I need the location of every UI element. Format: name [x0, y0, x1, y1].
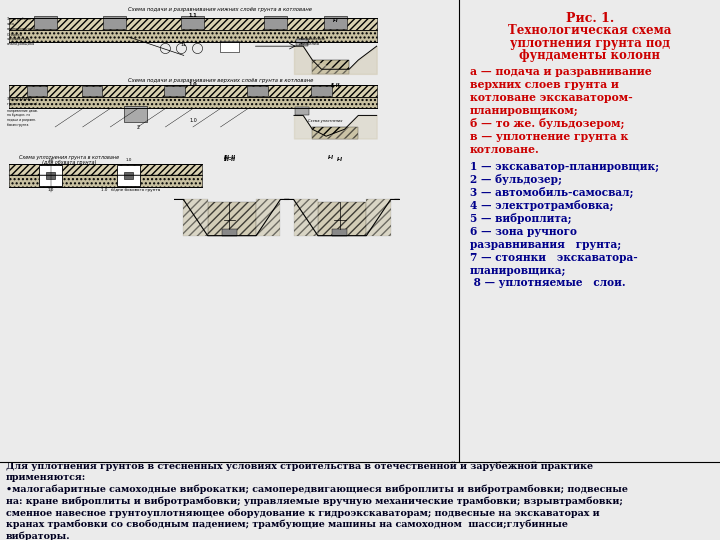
Text: фундаменты колонн: фундаменты колонн [519, 49, 660, 63]
Text: Технологическая схема: Технологическая схема [508, 24, 671, 37]
Bar [46, 172, 55, 179]
Text: Схема уплотнения: Схема уплотнения [307, 119, 342, 123]
Text: котловане экскаватором-: котловане экскаватором- [469, 92, 633, 103]
Text: Схема уплотнения грунта в котловане
(для обхвата грунта): Схема уплотнения грунта в котловане (для… [19, 154, 119, 165]
Bar [39, 165, 62, 186]
Bar [366, 199, 391, 235]
Bar [9, 164, 202, 176]
Text: сменное навесное грунтоуплотняющее оборудование к гидроэкскаваторам; подвесные н: сменное навесное грунтоуплотняющее обору… [6, 508, 599, 517]
Bar [333, 230, 347, 235]
Text: III-II: III-II [224, 154, 235, 160]
Text: применяются:: применяются: [6, 473, 86, 482]
Bar [318, 202, 366, 235]
Text: 1.0: 1.0 [48, 188, 54, 192]
Text: •малогабаритные самоходные виброкатки; самопередвигающиеся виброплиты и вибротра: •малогабаритные самоходные виброкатки; с… [6, 485, 628, 495]
Bar [104, 16, 126, 29]
Text: вибраторы.: вибраторы. [6, 531, 71, 540]
Text: кранах трамбовки со свободным падением; трамбующие машины на самоходном  шасси;г: кранах трамбовки со свободным падением; … [6, 519, 567, 529]
Bar [9, 30, 377, 42]
Text: Рис. 1.: Рис. 1. [565, 11, 614, 24]
Bar [9, 18, 377, 30]
Bar [184, 199, 207, 235]
Bar [220, 40, 239, 52]
Bar [264, 16, 287, 29]
Bar [9, 176, 202, 187]
Text: I-I: I-I [333, 18, 338, 23]
Bar [247, 86, 268, 96]
Bar [324, 16, 347, 29]
Bar [9, 85, 377, 97]
Text: 3 — автомобиль-самосвал;: 3 — автомобиль-самосвал; [469, 187, 634, 198]
Bar [35, 16, 58, 29]
Text: 1.1: 1.1 [189, 13, 197, 18]
Text: котловане.: котловане. [469, 144, 539, 154]
Text: 1.0   б/дне бокового грунта: 1.0 б/дне бокового грунта [101, 188, 161, 192]
Text: 2: 2 [136, 125, 140, 130]
Bar [256, 199, 280, 235]
Text: уплотнения грунта под: уплотнения грунта под [510, 37, 670, 50]
Text: 1.0: 1.0 [125, 158, 132, 161]
Text: б — то же. бульдозером;: б — то же. бульдозером; [469, 118, 624, 129]
Bar [117, 165, 140, 186]
Text: 5 — виброплита;: 5 — виброплита; [469, 213, 572, 224]
Text: 8 — уплотняемые   слои.: 8 — уплотняемые слои. [469, 278, 626, 288]
Text: а — подача и разравнивание: а — подача и разравнивание [469, 66, 652, 77]
Bar [312, 86, 332, 96]
Text: Схема подачи и разравнивания верхних слоёв грунта в котловане: Схема подачи и разравнивания верхних сло… [128, 78, 313, 84]
Text: планировщиком;: планировщиком; [469, 105, 579, 116]
Bar [312, 60, 349, 74]
Bar [297, 39, 307, 46]
Bar [164, 86, 185, 96]
Text: направление
движения: направление движения [299, 37, 325, 45]
Text: Схема подачи и разравнивания нижних слоёв грунта в котловане: Схема подачи и разравнивания нижних слоё… [128, 7, 312, 12]
Text: 11: 11 [181, 43, 187, 48]
Text: III-II: III-II [224, 157, 235, 161]
Text: Для уплотнения грунтов в стесненных условиях строительства в отечественной и зар: Для уплотнения грунтов в стесненных усло… [6, 462, 593, 471]
Bar [9, 97, 377, 109]
Text: 2 — бульдозер;: 2 — бульдозер; [469, 174, 562, 185]
Text: Зона работы
экск.
планировщика: Зона работы экск. планировщика [7, 17, 35, 31]
Text: верхних слоев грунта и: верхних слоев грунта и [469, 79, 618, 90]
Text: на: кране виброплиты и вибротрамбовки; управляемые вручную механические трамбовк: на: кране виброплиты и вибротрамбовки; у… [6, 496, 623, 506]
Text: Стоянки
экскаватора-
планировщика: Стоянки экскаватора- планировщика [7, 32, 35, 46]
Text: Зона разравн.
грунта (ручная): Зона разравн. грунта (ручная) [7, 97, 37, 106]
Text: 1.0: 1.0 [189, 118, 197, 123]
Bar [124, 106, 147, 123]
Bar [207, 202, 256, 235]
Text: 4 — электротрамбовка;: 4 — электротрамбовка; [469, 200, 613, 211]
Text: разравнивания   грунта;: разравнивания грунта; [469, 239, 621, 249]
Bar [294, 199, 318, 235]
Text: II-II: II-II [330, 83, 340, 87]
Text: 1.0: 1.0 [48, 158, 54, 161]
Bar [124, 172, 133, 179]
Text: в — уплотнение грунта к: в — уплотнение грунта к [469, 131, 628, 141]
Bar [222, 230, 237, 235]
Bar [27, 86, 48, 96]
Text: 7 — стоянки   экскаватора-: 7 — стоянки экскаватора- [469, 252, 637, 262]
Bar [312, 127, 359, 138]
Text: I-I: I-I [328, 154, 334, 160]
Text: 1.0: 1.0 [189, 82, 197, 87]
Bar [295, 107, 309, 116]
Text: направление движ.
на бульдоз. по
подаче и разравн.
бокам грунта: направление движ. на бульдоз. по подаче … [7, 109, 38, 127]
Bar [181, 16, 204, 29]
Bar [82, 86, 102, 96]
Text: планировщика;: планировщика; [469, 265, 567, 275]
Text: I-I: I-I [337, 157, 343, 161]
Text: 6 — зона ручного: 6 — зона ручного [469, 226, 577, 237]
Text: 1 — экскаватор-планировщик;: 1 — экскаватор-планировщик; [469, 161, 659, 172]
